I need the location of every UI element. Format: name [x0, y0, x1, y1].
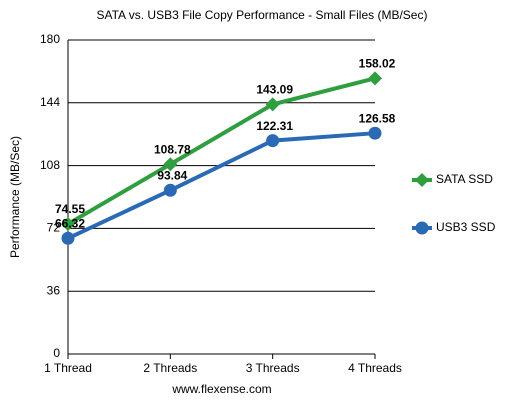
data-label: 66.32 [55, 216, 85, 230]
marker [266, 134, 280, 148]
data-label: 93.84 [157, 168, 187, 182]
legend-marker [415, 173, 429, 187]
data-label: 122.31 [256, 119, 293, 133]
marker [163, 183, 177, 197]
series-line [67, 131, 376, 241]
chart-title: SATA vs. USB3 File Copy Performance - Sm… [97, 8, 428, 22]
marker [61, 231, 75, 245]
legend-label: USB3 SSD [436, 220, 496, 234]
data-label: 126.58 [359, 111, 396, 125]
y-tick-label: 0 [53, 346, 60, 360]
y-tick-label: 180 [40, 32, 60, 46]
y-tick-label: 144 [40, 95, 60, 109]
data-label: 74.55 [55, 202, 85, 216]
marker [163, 157, 178, 172]
data-label: 158.02 [359, 57, 396, 71]
marker [368, 71, 382, 86]
x-tick-label: 4 Threads [348, 361, 402, 375]
x-tick-label: 1 Thread [44, 361, 92, 375]
y-tick-label: 72 [47, 221, 61, 235]
legend-label: SATA SSD [436, 172, 493, 186]
marker [265, 97, 280, 112]
y-axis-label: Performance (MB/Sec) [8, 136, 22, 258]
x-tick-label: 2 Threads [143, 361, 197, 375]
x-tick-label: 3 Threads [246, 361, 300, 375]
data-label: 143.09 [256, 83, 293, 97]
y-tick-label: 36 [47, 283, 61, 297]
legend-marker [415, 221, 429, 235]
data-label: 108.78 [154, 142, 191, 156]
x-axis-label: www.flexense.com [171, 382, 271, 396]
series-line [66, 76, 376, 226]
marker [368, 126, 382, 140]
y-tick-label: 108 [40, 158, 60, 172]
marker [61, 216, 75, 231]
